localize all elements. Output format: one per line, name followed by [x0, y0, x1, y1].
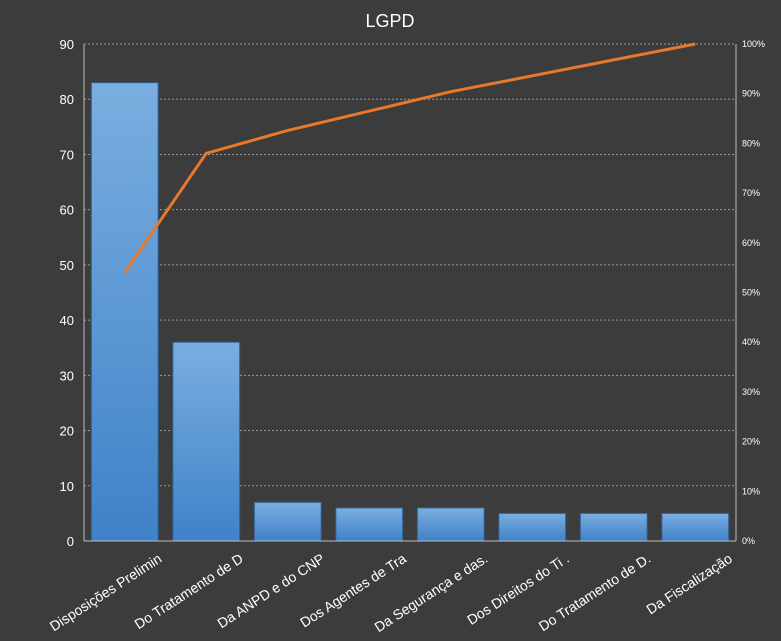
y-tick-label: 80: [60, 92, 74, 107]
y-tick-label: 30: [60, 368, 74, 383]
y2-tick-label: 50%: [742, 288, 760, 298]
y2-tick-label: 80%: [742, 138, 760, 148]
y2-tick-label: 60%: [742, 238, 760, 248]
bar: [172, 341, 241, 542]
axes: [83, 44, 737, 542]
y-tick-label: 60: [60, 203, 74, 218]
y2-tick-label: 40%: [742, 337, 760, 347]
y2-tick-label: 30%: [742, 387, 760, 397]
bar: [416, 507, 485, 542]
y-tick-label: 20: [60, 424, 74, 439]
left-axis-ticks: 0 10 20 30 40 50 60 70 80 90: [60, 37, 74, 549]
bar: [253, 501, 322, 542]
bar: [579, 512, 648, 542]
y2-tick-label: 20%: [742, 437, 760, 447]
bar: [498, 512, 567, 542]
bar: [661, 512, 730, 542]
bar: [90, 82, 159, 542]
y2-tick-label: 90%: [742, 89, 760, 99]
y-tick-label: 50: [60, 258, 74, 273]
y-tick-label: 70: [60, 147, 74, 162]
y2-tick-label: 100%: [742, 39, 765, 49]
y2-tick-label: 10%: [742, 486, 760, 496]
y2-tick-label: 70%: [742, 188, 760, 198]
cumulative-line-layer: [123, 42, 696, 274]
bar: [335, 507, 404, 542]
y-tick-label: 40: [60, 313, 74, 328]
y-tick-label: 10: [60, 479, 74, 494]
y2-tick-label: 0%: [742, 536, 755, 546]
y-tick-label: 90: [60, 37, 74, 52]
bars: [90, 82, 730, 542]
cumulative-line: [123, 42, 696, 274]
chart-title: LGPD: [365, 11, 414, 31]
y-tick-label: 0: [67, 534, 74, 549]
right-axis-ticks: 0% 10% 20% 30% 40% 50% 60% 70% 80% 90% 100%: [742, 39, 765, 546]
